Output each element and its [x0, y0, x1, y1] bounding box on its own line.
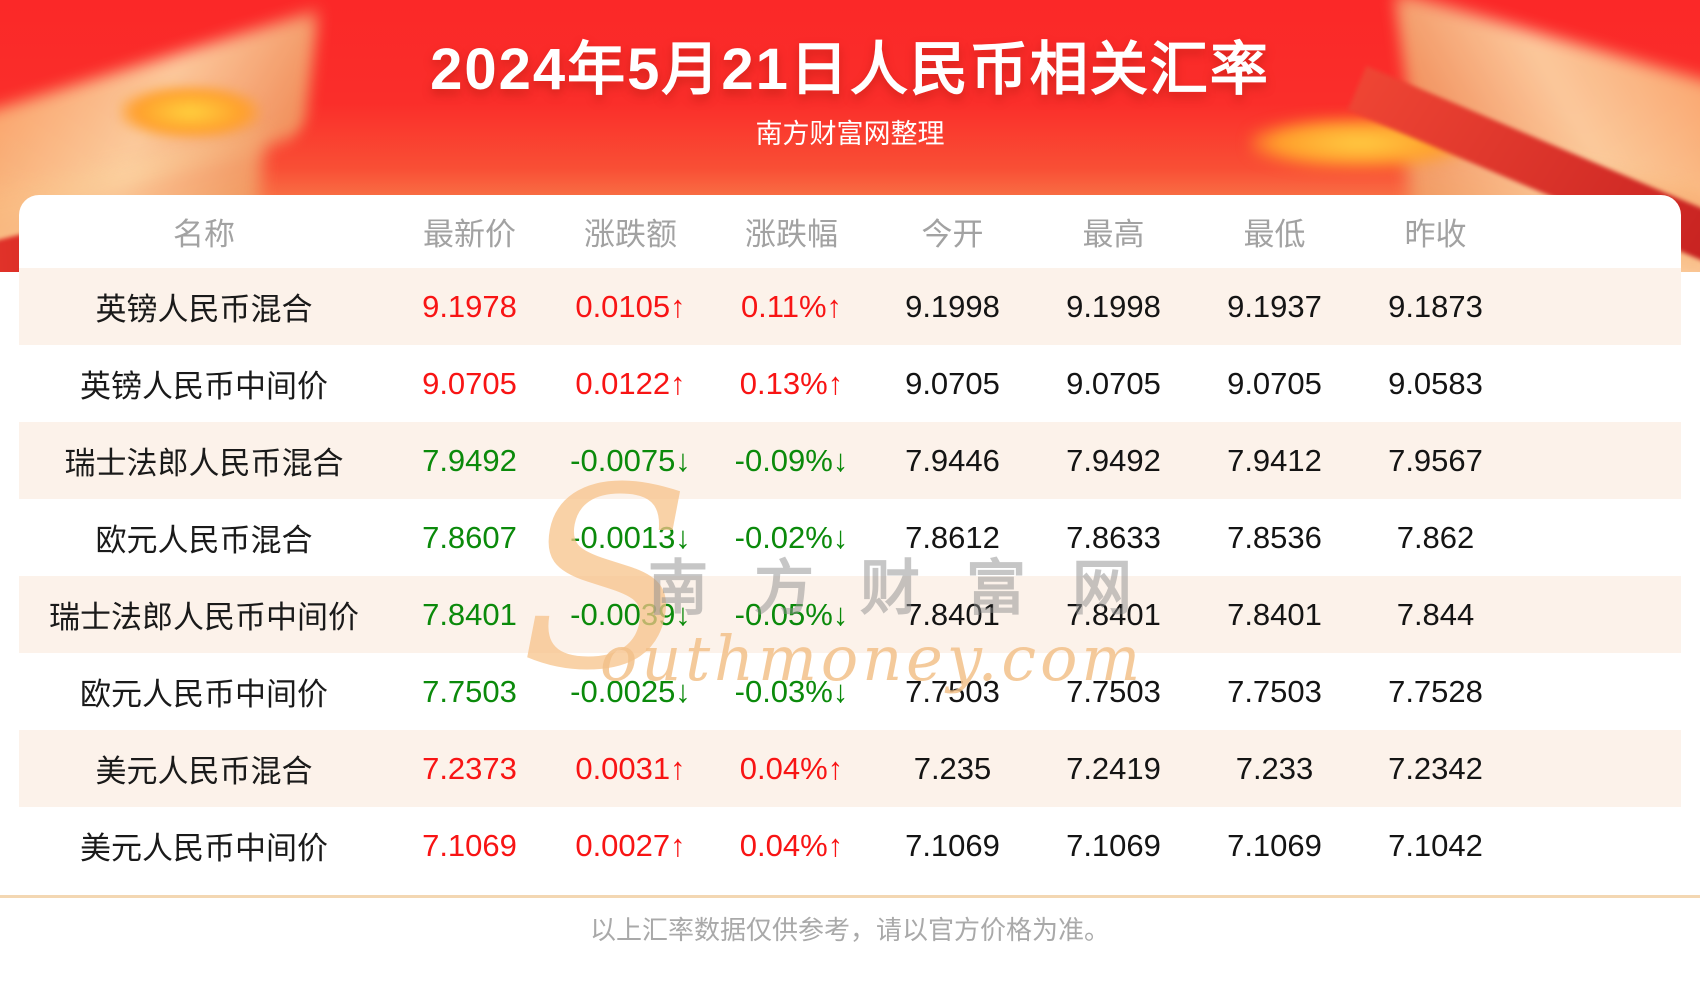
- cell-low: 7.8401: [1227, 596, 1322, 632]
- cell-high: 9.1998: [1066, 288, 1161, 324]
- cell-latest-price: 9.1978: [422, 288, 517, 324]
- cell-open: 7.1069: [905, 827, 1000, 863]
- cell-change-percent: -0.09%↓: [734, 442, 849, 478]
- cell-currency-name: 英镑人民币混合: [95, 292, 313, 327]
- header-cell-percent: 涨跌幅: [745, 217, 838, 252]
- rates-table-card: 名称 最新价 涨跌额 涨跌幅 今开 最高 最低 昨收 英镑人民币混合 9.197…: [19, 195, 1681, 884]
- cell-high: 9.0705: [1066, 365, 1161, 401]
- header-cell-low: 最低: [1243, 217, 1306, 252]
- header-cell-high: 最高: [1082, 217, 1145, 252]
- cell-latest-price: 7.1069: [422, 827, 517, 863]
- table-row: 美元人民币中间价 7.1069 0.0027↑ 0.04%↑ 7.1069 7.…: [19, 807, 1681, 884]
- cell-change-percent: -0.02%↓: [734, 519, 849, 555]
- cell-low: 7.9412: [1227, 442, 1322, 478]
- cell-change-amount: -0.0025↓: [570, 673, 691, 709]
- table-row: 英镑人民币混合 9.1978 0.0105↑ 0.11%↑ 9.1998 9.1…: [19, 268, 1681, 345]
- footer-divider: [0, 895, 1700, 898]
- cell-currency-name: 美元人民币混合: [95, 754, 313, 789]
- cell-high: 7.8401: [1066, 596, 1161, 632]
- cell-change-percent: -0.05%↓: [734, 596, 849, 632]
- cell-open: 7.8612: [905, 519, 1000, 555]
- cell-open: 7.7503: [905, 673, 1000, 709]
- cell-open: 9.0705: [905, 365, 1000, 401]
- cell-currency-name: 瑞士法郎人民币混合: [64, 446, 344, 481]
- cell-low: 7.1069: [1227, 827, 1322, 863]
- cell-low: 7.233: [1235, 750, 1314, 786]
- cell-prev-close: 9.1873: [1388, 288, 1483, 324]
- cell-prev-close: 7.844: [1396, 596, 1475, 632]
- cell-currency-name: 欧元人民币混合: [95, 523, 313, 558]
- cell-open: 7.8401: [905, 596, 1000, 632]
- cell-change-percent: 0.13%↑: [739, 365, 844, 401]
- cell-high: 7.8633: [1066, 519, 1161, 555]
- cell-low: 7.7503: [1227, 673, 1322, 709]
- cell-change-amount: -0.0013↓: [570, 519, 691, 555]
- disclaimer-text: 以上汇率数据仅供参考，请以官方价格为准。: [589, 915, 1110, 945]
- cell-low: 9.0705: [1227, 365, 1322, 401]
- header-cell-prev-close: 昨收: [1404, 217, 1467, 252]
- header-cell-latest: 最新价: [423, 217, 516, 252]
- cell-change-percent: -0.03%↓: [734, 673, 849, 709]
- table-row: 瑞士法郎人民币中间价 7.8401 -0.0039↓ -0.05%↓ 7.840…: [19, 576, 1681, 653]
- cell-change-percent: 0.04%↑: [739, 750, 844, 786]
- cell-change-amount: 0.0027↑: [575, 827, 686, 863]
- cell-latest-price: 7.8607: [422, 519, 517, 555]
- cell-latest-price: 7.8401: [422, 596, 517, 632]
- cell-latest-price: 7.9492: [422, 442, 517, 478]
- header-cell-open: 今开: [921, 217, 984, 252]
- cell-prev-close: 7.9567: [1388, 442, 1483, 478]
- cell-high: 7.2419: [1066, 750, 1161, 786]
- cell-prev-close: 9.0583: [1388, 365, 1483, 401]
- cell-currency-name: 瑞士法郎人民币中间价: [49, 600, 359, 635]
- cell-currency-name: 欧元人民币中间价: [80, 677, 328, 712]
- cell-open: 9.1998: [905, 288, 1000, 324]
- cell-high: 7.7503: [1066, 673, 1161, 709]
- cell-prev-close: 7.2342: [1388, 750, 1483, 786]
- table-row: 瑞士法郎人民币混合 7.9492 -0.0075↓ -0.09%↓ 7.9446…: [19, 422, 1681, 499]
- header-cell-change: 涨跌额: [584, 217, 677, 252]
- cell-change-percent: 0.11%↑: [740, 288, 843, 324]
- cell-high: 7.1069: [1066, 827, 1161, 863]
- cell-prev-close: 7.7528: [1388, 673, 1483, 709]
- cell-change-amount: -0.0075↓: [570, 442, 691, 478]
- cell-latest-price: 7.2373: [422, 750, 517, 786]
- table-row: 美元人民币混合 7.2373 0.0031↑ 0.04%↑ 7.235 7.24…: [19, 730, 1681, 807]
- cell-low: 9.1937: [1227, 288, 1322, 324]
- cell-low: 7.8536: [1227, 519, 1322, 555]
- cell-currency-name: 英镑人民币中间价: [80, 369, 328, 404]
- cell-open: 7.9446: [905, 442, 1000, 478]
- cell-latest-price: 7.7503: [422, 673, 517, 709]
- header-cell-name: 名称: [173, 217, 235, 252]
- cell-open: 7.235: [913, 750, 992, 786]
- cell-high: 7.9492: [1066, 442, 1161, 478]
- cell-change-amount: 0.0122↑: [575, 365, 686, 401]
- table-header-row: 名称 最新价 涨跌额 涨跌幅 今开 最高 最低 昨收: [19, 195, 1681, 268]
- page-title: 2024年5月21日人民币相关汇率: [430, 37, 1270, 102]
- cell-change-amount: 0.0031↑: [575, 750, 686, 786]
- table-row: 英镑人民币中间价 9.0705 0.0122↑ 0.13%↑ 9.0705 9.…: [19, 345, 1681, 422]
- table-row: 欧元人民币中间价 7.7503 -0.0025↓ -0.03%↓ 7.7503 …: [19, 653, 1681, 730]
- cell-prev-close: 7.862: [1396, 519, 1475, 555]
- cell-currency-name: 美元人民币中间价: [80, 831, 328, 866]
- cell-change-percent: 0.04%↑: [739, 827, 844, 863]
- page-subtitle: 南方财富网整理: [755, 119, 945, 149]
- cell-prev-close: 7.1042: [1388, 827, 1483, 863]
- cell-change-amount: -0.0039↓: [570, 596, 691, 632]
- cell-latest-price: 9.0705: [422, 365, 517, 401]
- table-row: 欧元人民币混合 7.8607 -0.0013↓ -0.02%↓ 7.8612 7…: [19, 499, 1681, 576]
- cell-change-amount: 0.0105↑: [575, 288, 686, 324]
